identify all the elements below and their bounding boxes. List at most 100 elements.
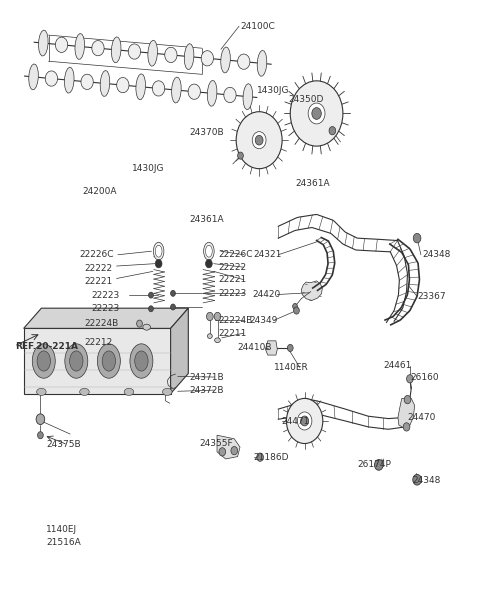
- Polygon shape: [188, 84, 201, 99]
- Circle shape: [290, 81, 343, 146]
- Circle shape: [255, 135, 263, 145]
- Polygon shape: [55, 37, 68, 52]
- Circle shape: [287, 399, 323, 443]
- Polygon shape: [152, 81, 165, 96]
- Ellipse shape: [124, 389, 134, 396]
- Text: 24100C: 24100C: [240, 22, 275, 31]
- Polygon shape: [29, 64, 38, 90]
- Polygon shape: [117, 77, 129, 93]
- Text: 1430JG: 1430JG: [132, 164, 165, 173]
- Ellipse shape: [135, 351, 148, 371]
- Circle shape: [238, 152, 243, 159]
- Text: 24420: 24420: [252, 290, 280, 299]
- Text: 24348: 24348: [412, 476, 441, 485]
- Text: 24461: 24461: [384, 361, 412, 370]
- Text: 24361A: 24361A: [295, 179, 330, 188]
- Text: 24371B: 24371B: [190, 372, 224, 381]
- Text: 22226C: 22226C: [218, 250, 253, 259]
- Ellipse shape: [205, 245, 212, 257]
- Text: 24471: 24471: [282, 417, 310, 426]
- Ellipse shape: [204, 242, 214, 260]
- Polygon shape: [201, 51, 214, 66]
- Text: REF.20-221A: REF.20-221A: [15, 342, 78, 350]
- Circle shape: [214, 312, 221, 321]
- Ellipse shape: [80, 389, 89, 396]
- Circle shape: [374, 459, 383, 470]
- Text: 22223: 22223: [92, 304, 120, 314]
- Text: 24370B: 24370B: [190, 128, 224, 137]
- Ellipse shape: [97, 344, 120, 378]
- Polygon shape: [75, 33, 84, 60]
- Polygon shape: [92, 40, 104, 56]
- Text: 1430JG: 1430JG: [257, 86, 289, 95]
- Circle shape: [312, 108, 321, 120]
- Ellipse shape: [70, 351, 83, 371]
- Text: 1140EJ: 1140EJ: [46, 525, 77, 534]
- Circle shape: [252, 131, 266, 149]
- Polygon shape: [207, 80, 217, 107]
- Circle shape: [231, 446, 238, 455]
- Text: 23367: 23367: [417, 292, 446, 301]
- Ellipse shape: [36, 389, 46, 396]
- Text: 22211: 22211: [218, 328, 247, 337]
- Text: 22223: 22223: [218, 289, 247, 298]
- Circle shape: [170, 304, 175, 310]
- Polygon shape: [217, 435, 240, 459]
- Circle shape: [219, 447, 226, 456]
- Circle shape: [403, 423, 410, 431]
- Circle shape: [257, 453, 264, 461]
- Ellipse shape: [32, 344, 55, 378]
- Text: 26174P: 26174P: [357, 461, 391, 469]
- Polygon shape: [128, 44, 141, 59]
- Ellipse shape: [215, 338, 220, 343]
- Circle shape: [294, 307, 300, 314]
- Polygon shape: [257, 51, 267, 76]
- Polygon shape: [24, 308, 188, 328]
- Polygon shape: [171, 77, 181, 103]
- Text: 24321: 24321: [253, 250, 282, 259]
- Circle shape: [407, 375, 413, 383]
- Text: 24470: 24470: [408, 413, 436, 422]
- Ellipse shape: [207, 334, 212, 339]
- Text: 22223: 22223: [92, 290, 120, 300]
- Circle shape: [206, 312, 213, 321]
- Polygon shape: [238, 54, 250, 69]
- Text: 26160: 26160: [410, 373, 439, 382]
- Circle shape: [149, 306, 154, 312]
- Text: 22212: 22212: [84, 338, 113, 347]
- Text: 21516A: 21516A: [46, 537, 81, 547]
- Circle shape: [413, 474, 421, 485]
- Polygon shape: [243, 84, 252, 109]
- Text: 24361A: 24361A: [190, 215, 224, 224]
- Ellipse shape: [130, 344, 153, 378]
- Circle shape: [288, 345, 293, 352]
- Ellipse shape: [162, 389, 172, 396]
- Circle shape: [205, 259, 212, 268]
- Circle shape: [413, 233, 421, 243]
- Circle shape: [149, 292, 154, 298]
- Ellipse shape: [65, 344, 88, 378]
- Ellipse shape: [102, 351, 116, 371]
- Text: 22222: 22222: [218, 263, 247, 272]
- Polygon shape: [81, 74, 93, 89]
- Text: 22221: 22221: [84, 277, 113, 286]
- Text: 24372B: 24372B: [190, 386, 224, 394]
- Text: 22224B: 22224B: [218, 315, 252, 324]
- Circle shape: [308, 103, 325, 124]
- Polygon shape: [100, 70, 110, 96]
- Circle shape: [293, 303, 298, 309]
- Polygon shape: [165, 47, 177, 62]
- Circle shape: [236, 112, 282, 169]
- Text: 22222: 22222: [84, 264, 113, 273]
- Text: 24410B: 24410B: [238, 343, 272, 352]
- Text: 24375B: 24375B: [46, 440, 81, 449]
- Polygon shape: [38, 30, 48, 56]
- Circle shape: [329, 127, 336, 135]
- Ellipse shape: [144, 349, 150, 353]
- Circle shape: [404, 396, 411, 404]
- Circle shape: [137, 320, 143, 327]
- Polygon shape: [45, 71, 58, 86]
- Ellipse shape: [37, 351, 50, 371]
- Polygon shape: [148, 40, 157, 66]
- Polygon shape: [111, 37, 121, 62]
